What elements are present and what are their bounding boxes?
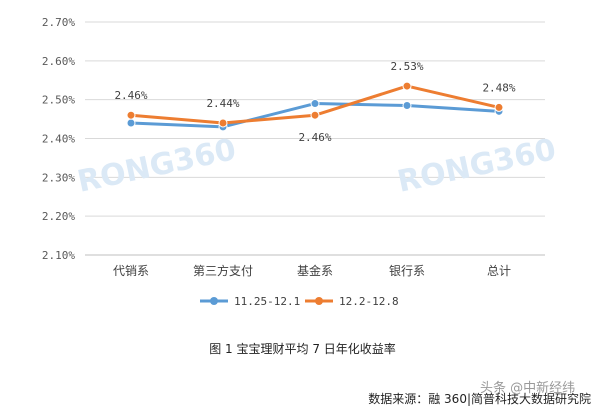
data-point	[402, 81, 412, 91]
x-axis-category-labels: 代销系 第三方支付 基金系 银行系 总计	[113, 263, 511, 278]
watermark-overlay: 头条 @中新经纬	[480, 381, 576, 396]
legend-label: 12.2-12.8	[339, 295, 399, 308]
y-tick-label: 2.70%	[42, 16, 75, 29]
watermark-right: RONG360	[394, 132, 559, 200]
x-category-label: 银行系	[389, 264, 425, 278]
legend-item: 12.2-12.8	[305, 295, 399, 308]
data-point	[218, 118, 228, 128]
data-point	[494, 102, 504, 112]
legend-marker	[210, 297, 218, 305]
data-label: 2.53%	[390, 60, 423, 73]
figure-caption: 图 1 宝宝理财平均 7 日年化收益率	[209, 342, 396, 356]
data-point	[310, 110, 320, 120]
line-chart: 2.10% 2.20% 2.30% 2.40% 2.50% 2.60% 2.70% 代销系 第…	[42, 16, 559, 308]
y-tick-label: 2.30%	[42, 171, 75, 184]
y-tick-label: 2.50%	[42, 94, 75, 107]
data-label: 2.48%	[482, 81, 515, 94]
data-label: 2.46%	[298, 131, 331, 144]
legend: 11.25-12.1 12.2-12.8	[200, 295, 399, 308]
data-point	[402, 100, 412, 110]
legend-marker	[315, 297, 323, 305]
data-label: 2.46%	[114, 89, 147, 102]
y-tick-label: 2.10%	[42, 249, 75, 262]
x-category-label: 第三方支付	[193, 263, 253, 278]
x-category-label: 代销系	[113, 264, 149, 278]
data-label: 2.44%	[206, 97, 239, 110]
data-point	[126, 110, 136, 120]
x-category-label: 基金系	[297, 263, 333, 278]
series-2	[126, 81, 504, 128]
series-lines	[126, 81, 504, 132]
watermark-left: RONG360	[74, 132, 239, 200]
data-source: 数据来源：融 360|简普科技大数据研究院	[368, 392, 591, 406]
y-tick-label: 2.20%	[42, 210, 75, 223]
data-point	[310, 99, 320, 109]
y-tick-label: 2.40%	[42, 133, 75, 146]
legend-item: 11.25-12.1	[200, 295, 300, 308]
y-axis-tick-labels: 2.10% 2.20% 2.30% 2.40% 2.50% 2.60% 2.70%	[42, 16, 75, 262]
y-tick-label: 2.60%	[42, 55, 75, 68]
data-point	[126, 118, 136, 128]
legend-label: 11.25-12.1	[234, 295, 300, 308]
x-category-label: 总计	[487, 264, 511, 278]
data-labels: 2.46% 2.44% 2.46% 2.53% 2.48%	[114, 60, 515, 144]
